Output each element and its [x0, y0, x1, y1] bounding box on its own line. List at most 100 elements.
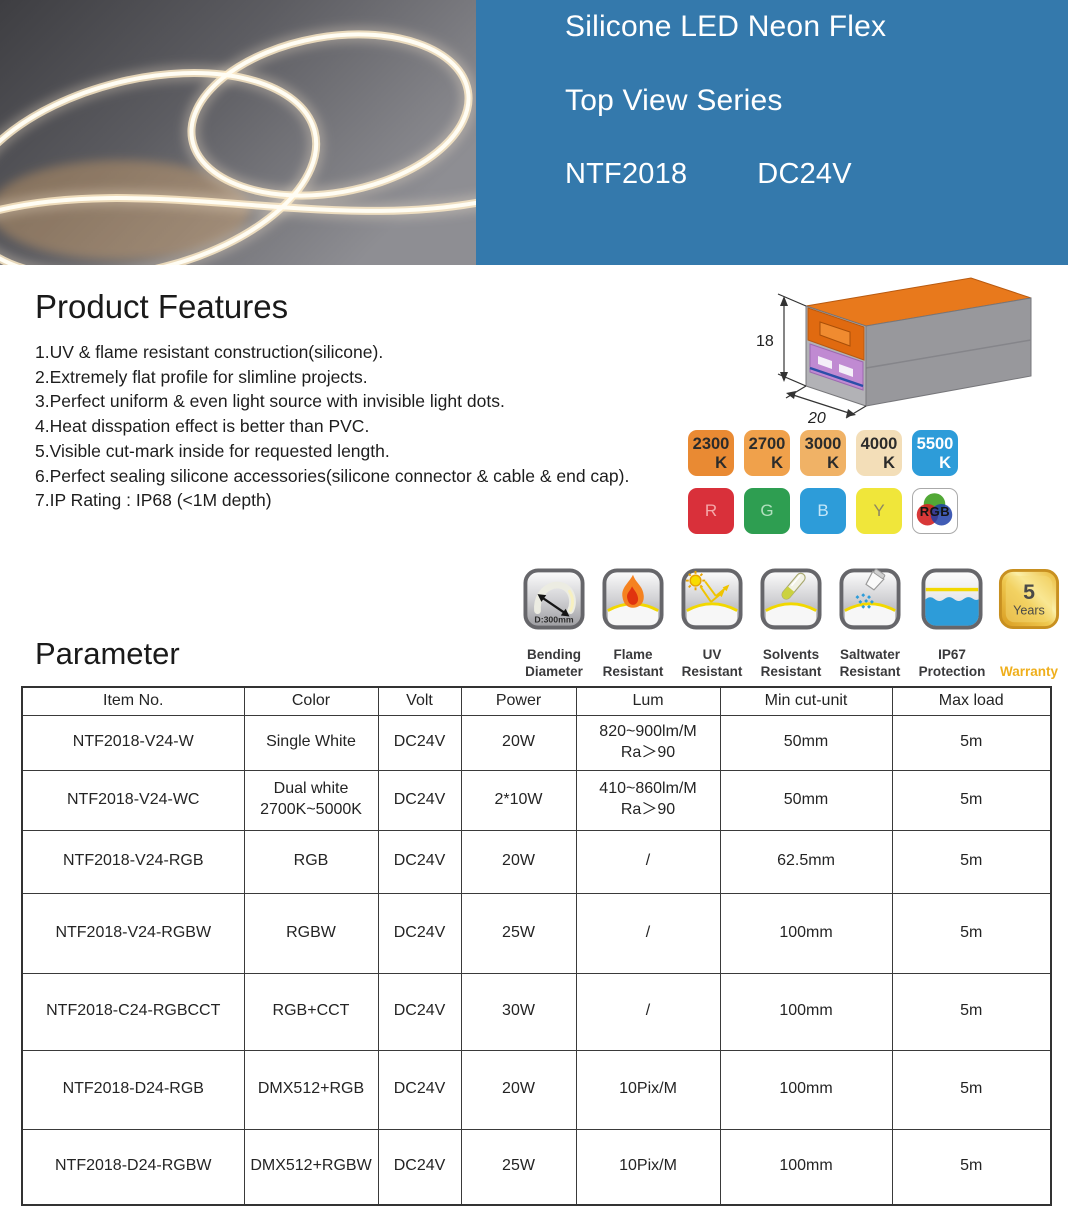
cct-badge-3000k: 3000 K — [800, 430, 846, 476]
cell-power: 20W — [460, 1049, 577, 1130]
solvents-resistant-icon — [760, 568, 822, 630]
cell-item-no: NTF2018-D24-RGBW — [21, 1128, 245, 1206]
warranty-years-value: 5 — [1023, 580, 1035, 604]
cell-color: RGB — [243, 829, 379, 894]
cct-unit: K — [827, 454, 839, 472]
diagram-height-label: 18 — [756, 333, 774, 350]
col-header: Min cut-unit — [719, 686, 893, 716]
product-photo — [0, 0, 508, 285]
cell-min-cut: 100mm — [719, 1049, 893, 1130]
cct-value: 3000 — [804, 435, 842, 453]
model-row: NTF2018 DC24V — [565, 158, 852, 191]
ip67-protection-label: IP67 Protection — [918, 647, 986, 679]
cell-volt: DC24V — [377, 714, 462, 771]
voltage-label: DC24V — [757, 158, 852, 190]
color-letter: B — [817, 501, 829, 520]
cell-lum: / — [575, 892, 721, 974]
table-row: NTF2018-V24-WC Dual white 2700K~5000K DC… — [21, 769, 1052, 831]
diagram-width-label: 20 — [807, 410, 826, 426]
cell-lum: 820~900lm/M Ra＞90 — [575, 714, 721, 771]
cct-unit: K — [771, 454, 783, 472]
saltwater-resistant-label: Saltwater Resistant — [839, 647, 901, 679]
color-letter: R — [704, 501, 718, 520]
neon-flex-photo-art — [0, 0, 508, 285]
cell-power: 2*10W — [460, 769, 577, 831]
cell-volt: DC24V — [377, 1049, 462, 1130]
cell-volt: DC24V — [377, 769, 462, 831]
cell-max-load: 5m — [891, 769, 1052, 831]
cct-value: 4000 — [860, 435, 898, 453]
cell-item-no: NTF2018-D24-RGB — [21, 1049, 245, 1130]
cell-lum: / — [575, 829, 721, 894]
cct-value: 2300 — [692, 435, 730, 453]
flame-resistant-icon — [602, 568, 664, 630]
series-subtitle: Top View Series — [565, 84, 783, 117]
cell-volt: DC24V — [377, 829, 462, 894]
uv-resistant-icon — [681, 568, 743, 630]
cct-badge-4000k: 4000 K — [856, 430, 902, 476]
col-header: Color — [243, 686, 379, 716]
cell-power: 25W — [460, 892, 577, 974]
cct-badge-2300k: 2300 K — [688, 430, 734, 476]
cell-max-load: 5m — [891, 972, 1052, 1051]
cell-lum: 410~860lm/M Ra＞90 — [575, 769, 721, 831]
cell-item-no: NTF2018-C24-RGBCCT — [21, 972, 245, 1051]
col-header: Volt — [377, 686, 462, 716]
cell-lum: 10Pix/M — [575, 1128, 721, 1206]
cell-volt: DC24V — [377, 1128, 462, 1206]
cell-max-load: 5m — [891, 714, 1052, 771]
color-badge-red: R — [688, 488, 734, 534]
cell-max-load: 5m — [891, 1128, 1052, 1206]
page-title: Silicone LED Neon Flex — [565, 10, 887, 43]
feature-item: 7.IP Rating : IP68 (<1M depth) — [35, 490, 272, 511]
feature-item: 4.Heat disspation effect is better than … — [35, 416, 370, 437]
cell-item-no: NTF2018-V24-W — [21, 714, 245, 771]
color-badge-green: G — [744, 488, 790, 534]
cell-color: Dual white 2700K~5000K — [243, 769, 379, 831]
cell-max-load: 5m — [891, 1049, 1052, 1130]
cell-color: RGB+CCT — [243, 972, 379, 1051]
rgb-venn-icon — [916, 493, 953, 526]
model-number: NTF2018 — [565, 158, 688, 190]
cell-lum: 10Pix/M — [575, 1049, 721, 1130]
feature-item: 6.Perfect sealing silicone accessories(s… — [35, 465, 630, 486]
feature-item: 5.Visible cut-mark inside for requested … — [35, 440, 390, 461]
rgb-label: RGB — [919, 504, 951, 519]
table-row: NTF2018-V24-RGB RGB DC24V 20W / 62.5mm 5… — [21, 829, 1052, 894]
warranty-badge-icon: 5 Years — [998, 568, 1060, 630]
flame-resistant-label: Flame Resistant — [602, 647, 664, 679]
warranty-label: Warranty — [999, 664, 1058, 679]
cell-min-cut: 62.5mm — [719, 829, 893, 894]
table-row: NTF2018-C24-RGBCCT RGB+CCT DC24V 30W / 1… — [21, 972, 1052, 1051]
color-badge-blue: B — [800, 488, 846, 534]
cell-item-no: NTF2018-V24-WC — [21, 769, 245, 831]
saltwater-resistant-icon — [839, 568, 901, 630]
col-header: Power — [460, 686, 577, 716]
table-row: NTF2018-D24-RGBW DMX512+RGBW DC24V 25W 1… — [21, 1128, 1052, 1206]
rgb-venn-badge: RGB — [912, 488, 958, 534]
bending-diameter-label: Bending Diameter — [525, 647, 583, 679]
cell-min-cut: 50mm — [719, 769, 893, 831]
cct-value: 2700 — [748, 435, 786, 453]
cell-power: 30W — [460, 972, 577, 1051]
col-header: Max load — [891, 686, 1052, 716]
cell-min-cut: 100mm — [719, 1128, 893, 1206]
cell-power: 20W — [460, 829, 577, 894]
color-badge-yellow: Y — [856, 488, 902, 534]
cell-lum: / — [575, 972, 721, 1051]
feature-item: 2.Extremely flat profile for slimline pr… — [35, 366, 368, 387]
table-row: NTF2018-V24-RGBW RGBW DC24V 25W / 100mm … — [21, 892, 1052, 974]
cell-max-load: 5m — [891, 829, 1052, 894]
cct-badge-5500k: 5500 K — [912, 430, 958, 476]
cct-unit: K — [883, 454, 895, 472]
cct-badge-2700k: 2700 K — [744, 430, 790, 476]
solvents-resistant-label: Solvents Resistant — [760, 647, 822, 679]
col-header: Lum — [575, 686, 721, 716]
table-header-row: Item No. Color Volt Power Lum Min cut-un… — [21, 686, 1052, 716]
cell-min-cut: 100mm — [719, 972, 893, 1051]
parameter-table: Item No. Color Volt Power Lum Min cut-un… — [21, 686, 1052, 1206]
cell-volt: DC24V — [377, 972, 462, 1051]
bending-diameter-note: D:300mm — [534, 614, 573, 624]
color-letter: Y — [873, 501, 885, 520]
